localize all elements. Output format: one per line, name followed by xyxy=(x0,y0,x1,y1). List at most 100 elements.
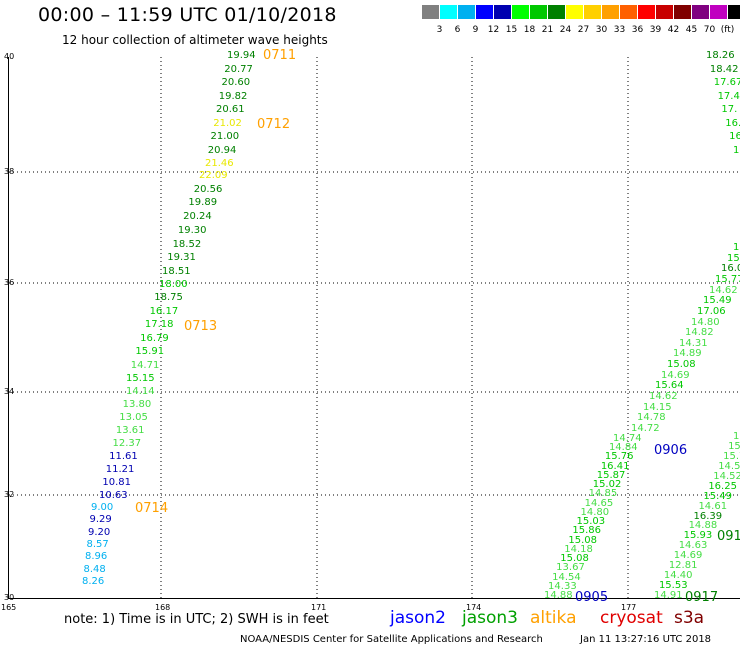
swh-label: 14.84 xyxy=(608,442,638,454)
lat-label-30: 30 xyxy=(4,593,15,602)
swh-label: 20.56 xyxy=(193,183,223,195)
pass-label: 0713 xyxy=(184,319,218,334)
pass-label: 0905 xyxy=(575,590,609,605)
legend-altika: altika xyxy=(530,608,577,628)
map-subtitle: 12 hour collection of altimeter wave hei… xyxy=(62,33,328,47)
swh-label: 15.91 xyxy=(135,346,165,358)
swh-label: 15. xyxy=(728,440,740,452)
swh-label: 11.61 xyxy=(109,451,138,462)
swh-label: 14.78 xyxy=(637,412,666,424)
swh-label: 12.37 xyxy=(112,438,142,449)
map-plot-area: 19.94 20.77 20.60 19.82 20.61 21.02 21.00 20.94… xyxy=(8,49,740,604)
swh-label: 18.26 xyxy=(706,50,735,61)
swh-label: 21.02 xyxy=(213,117,242,129)
swh-label: 10.81 xyxy=(102,477,132,488)
swh-label: 18.42 xyxy=(709,63,739,75)
scale-label: 30 xyxy=(595,25,608,35)
swh-label: 15.15 xyxy=(126,373,155,384)
map-title: 00:00 – 11:59 UTC 01/10/2018 xyxy=(38,4,337,26)
swh-label: 9.29 xyxy=(89,514,112,526)
swh-label: 1 xyxy=(733,145,740,156)
swh-label: 14.85 xyxy=(588,488,618,500)
swh-label: 13.61 xyxy=(115,425,145,436)
scale-label: 27 xyxy=(577,25,590,35)
swh-label: 17.4 xyxy=(717,90,740,102)
generated-timestamp: Jan 11 13:27:16 UTC 2018 xyxy=(580,634,712,645)
swh-label: 14.33 xyxy=(548,580,577,592)
pass-label: 0917 xyxy=(685,590,719,605)
scale-label: 45 xyxy=(685,25,698,35)
swh-label: 19.82 xyxy=(218,90,248,102)
scale-swatch xyxy=(566,5,583,19)
scale-swatch xyxy=(674,5,691,19)
swh-label: 16.39 xyxy=(693,510,723,522)
scale-label: 33 xyxy=(613,25,626,35)
swh-label: 11.21 xyxy=(105,464,135,475)
scale-swatch xyxy=(494,5,511,19)
swh-label: 14.74 xyxy=(613,433,642,444)
swh-label: 14.15 xyxy=(643,401,672,413)
swh-label: 15.86 xyxy=(572,525,602,537)
scale-label: 42 xyxy=(667,25,680,35)
swh-label: 22.09 xyxy=(199,170,228,181)
swh-label: 14.63 xyxy=(678,540,708,552)
scale-label: 6 xyxy=(454,25,461,35)
scale-label: 36 xyxy=(631,25,644,35)
swh-label: 10.63 xyxy=(99,490,128,501)
swh-label: 20.94 xyxy=(207,144,237,156)
swh-label: 15.87 xyxy=(596,469,626,481)
pass-label: 0714 xyxy=(135,501,169,516)
lat-label-40: 40 xyxy=(4,52,15,61)
swh-label: 14.54 xyxy=(552,571,581,583)
swh-label: 21.46 xyxy=(205,158,234,169)
swh-label: 13.05 xyxy=(119,412,148,423)
scale-label: 12 xyxy=(487,25,500,35)
swh-label: 15.77 xyxy=(715,273,740,285)
lon-label-168: 168 xyxy=(155,603,171,612)
swh-label: 14.80 xyxy=(580,506,610,518)
scale-label: 21 xyxy=(541,25,554,35)
units-note: note: 1) Time is in UTC; 2) SWH is in fe… xyxy=(64,612,329,627)
swh-label: 13.67 xyxy=(556,562,585,574)
scale-swatch xyxy=(548,5,565,19)
swh-label: 14.91 xyxy=(654,590,683,601)
pass-label: 0712 xyxy=(257,117,291,132)
swh-label: 14.18 xyxy=(564,543,593,555)
swh-label: 16.17 xyxy=(149,305,179,317)
legend-jason3: jason3 xyxy=(462,608,518,628)
swh-label: 15.08 xyxy=(667,359,696,371)
swh-label: 15.08 xyxy=(568,534,597,546)
pass-label: 0906 xyxy=(654,443,688,458)
swh-label: 20.77 xyxy=(224,63,253,75)
grid-lines xyxy=(9,57,740,598)
swh-label: 15.64 xyxy=(655,380,684,392)
lat-label-36: 36 xyxy=(4,278,15,287)
swh-label: 20.24 xyxy=(183,211,212,223)
legend-jason2: jason2 xyxy=(390,608,446,628)
swh-label: 15.49 xyxy=(703,490,733,502)
swh-label: 14.62 xyxy=(709,284,738,296)
lat-label-38: 38 xyxy=(4,167,15,176)
swh-label: 15. xyxy=(733,242,740,253)
swh-label: 14.31 xyxy=(679,337,708,349)
swh-label: 18.00 xyxy=(159,279,188,290)
swh-label: 15.93 xyxy=(683,530,713,542)
lon-label-177: 177 xyxy=(621,603,637,612)
swh-label: 17.67 xyxy=(713,77,740,89)
scale-swatch xyxy=(584,5,601,19)
scale-swatch xyxy=(602,5,619,19)
swh-label: 15.49 xyxy=(703,295,732,307)
scale-swatch xyxy=(638,5,655,19)
swh-label: 17.18 xyxy=(144,319,174,331)
pass-label: 0711 xyxy=(263,48,297,63)
swh-label: 14.65 xyxy=(584,497,614,509)
swh-label: 14.62 xyxy=(649,391,678,403)
swh-label: 1 xyxy=(733,431,740,442)
swh-label: 18.52 xyxy=(172,238,202,250)
scale-swatch xyxy=(512,5,529,19)
swh-label: 17.06 xyxy=(697,305,726,317)
scale-label: 15 xyxy=(505,25,518,35)
swh-label: 14.56 xyxy=(718,460,740,472)
scale-swatch xyxy=(656,5,673,19)
swh-label: 14.72 xyxy=(631,423,660,434)
